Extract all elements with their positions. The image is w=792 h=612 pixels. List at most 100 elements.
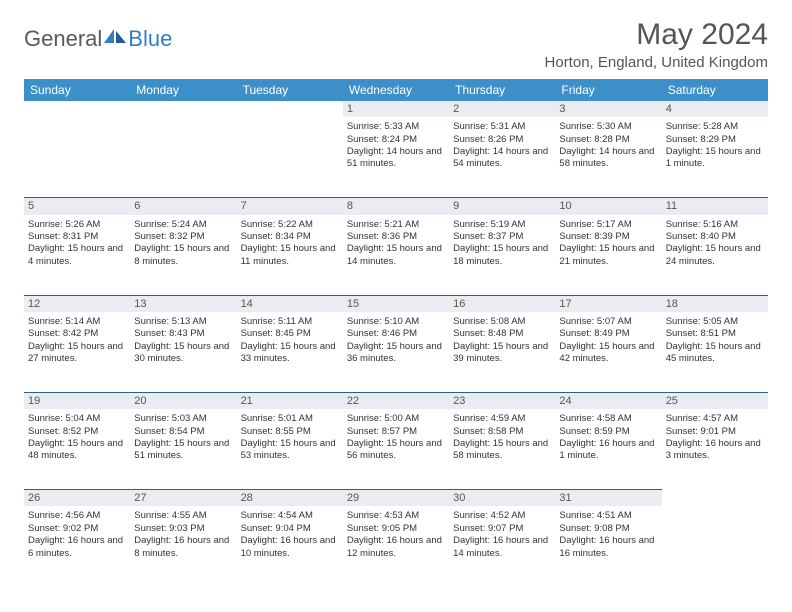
sunrise-line: Sunrise: 4:51 AM [559,510,657,522]
calendar-day-cell: 8 Sunrise: 5:21 AMSunset: 8:36 PMDaylight… [343,197,449,294]
sunset-line: Sunset: 8:51 PM [666,328,764,340]
weekday-header-row: SundayMondayTuesdayWednesdayThursdayFrid… [24,79,768,101]
day-info: Sunrise: 5:26 AMSunset: 8:31 PMDaylight:… [24,217,130,295]
day-info: Sunrise: 5:11 AMSunset: 8:45 PMDaylight:… [237,314,343,392]
brand-logo: General Blue [24,26,172,52]
day-number: 24 [555,392,661,409]
day-number [662,489,768,506]
sunset-line: Sunset: 8:48 PM [453,328,551,340]
sunset-line: Sunset: 8:29 PM [666,134,764,146]
calendar-day-cell: 28Sunrise: 4:54 AMSunset: 9:04 PMDayligh… [237,489,343,586]
weekday-header: Wednesday [343,79,449,101]
day-number: 23 [449,392,555,409]
sunset-line: Sunset: 8:39 PM [559,231,657,243]
weekday-header: Sunday [24,79,130,101]
sunset-line: Sunset: 9:03 PM [134,523,232,535]
day-number: 15 [343,295,449,312]
calendar-day-cell: 15Sunrise: 5:10 AMSunset: 8:46 PMDayligh… [343,295,449,392]
sunrise-line: Sunrise: 4:59 AM [453,413,551,425]
day-info: Sunrise: 5:13 AMSunset: 8:43 PMDaylight:… [130,314,236,392]
sunrise-line: Sunrise: 5:22 AM [241,219,339,231]
daylight-line: Daylight: 15 hours and 27 minutes. [28,341,126,366]
sunrise-line: Sunrise: 5:13 AM [134,316,232,328]
day-info: Sunrise: 4:55 AMSunset: 9:03 PMDaylight:… [130,508,236,586]
calendar-day-cell: 4 Sunrise: 5:28 AMSunset: 8:29 PMDaylight… [662,101,768,197]
calendar-day-cell: 31Sunrise: 4:51 AMSunset: 9:08 PMDayligh… [555,489,661,586]
daylight-line: Daylight: 16 hours and 3 minutes. [666,438,764,463]
sunrise-line: Sunrise: 5:11 AM [241,316,339,328]
daylight-line: Daylight: 15 hours and 8 minutes. [134,243,232,268]
day-info: Sunrise: 5:21 AMSunset: 8:36 PMDaylight:… [343,217,449,295]
calendar-day-cell: 18 Sunrise: 5:05 AMSunset: 8:51 PMDayligh… [662,295,768,392]
sunset-line: Sunset: 9:07 PM [453,523,551,535]
day-number: 16 [449,295,555,312]
calendar-day-cell: 27 Sunrise: 4:55 AMSunset: 9:03 PMDayligh… [130,489,236,586]
calendar-day-cell: 22 Sunrise: 5:00 AMSunset: 8:57 PMDayligh… [343,392,449,489]
sunset-line: Sunset: 8:24 PM [347,134,445,146]
calendar-day-cell: 1Sunrise: 5:33 AMSunset: 8:24 PMDaylight… [343,101,449,197]
day-number: 14 [237,295,343,312]
month-title: May 2024 [545,18,768,52]
calendar-day-cell: 30Sunrise: 4:52 AMSunset: 9:07 PMDayligh… [449,489,555,586]
sunrise-line: Sunrise: 4:52 AM [453,510,551,522]
day-number: 17 [555,295,661,312]
sunset-line: Sunset: 9:05 PM [347,523,445,535]
day-number: 3 [555,101,661,117]
sunset-line: Sunset: 8:31 PM [28,231,126,243]
sunset-line: Sunset: 8:43 PM [134,328,232,340]
sunset-line: Sunset: 8:32 PM [134,231,232,243]
daylight-line: Daylight: 15 hours and 14 minutes. [347,243,445,268]
day-info: Sunrise: 4:52 AMSunset: 9:07 PMDaylight:… [449,508,555,586]
daylight-line: Daylight: 16 hours and 6 minutes. [28,535,126,560]
calendar-table: SundayMondayTuesdayWednesdayThursdayFrid… [24,79,768,586]
calendar-day-cell: 11Sunrise: 5:16 AMSunset: 8:40 PMDayligh… [662,197,768,294]
day-info [662,508,768,586]
sunset-line: Sunset: 8:26 PM [453,134,551,146]
calendar-week-row: 26Sunrise: 4:56 AMSunset: 9:02 PMDayligh… [24,489,768,586]
calendar-day-cell: 10Sunrise: 5:17 AMSunset: 8:39 PMDayligh… [555,197,661,294]
location-text: Horton, England, United Kingdom [545,54,768,71]
calendar-day-cell: 16 Sunrise: 5:08 AMSunset: 8:48 PMDayligh… [449,295,555,392]
day-number: 18 [662,295,768,312]
day-number: 9 [449,197,555,214]
calendar-day-cell: 19Sunrise: 5:04 AMSunset: 8:52 PMDayligh… [24,392,130,489]
daylight-line: Daylight: 15 hours and 56 minutes. [347,438,445,463]
day-info: Sunrise: 5:00 AMSunset: 8:57 PMDaylight:… [343,411,449,489]
sunrise-line: Sunrise: 5:14 AM [28,316,126,328]
sunset-line: Sunset: 8:34 PM [241,231,339,243]
daylight-line: Daylight: 15 hours and 42 minutes. [559,341,657,366]
day-number [237,101,343,117]
day-info: Sunrise: 5:08 AMSunset: 8:48 PMDaylight:… [449,314,555,392]
sunset-line: Sunset: 9:04 PM [241,523,339,535]
day-info: Sunrise: 5:31 AMSunset: 8:26 PMDaylight:… [449,119,555,197]
day-info: Sunrise: 5:28 AMSunset: 8:29 PMDaylight:… [662,119,768,197]
daylight-line: Daylight: 14 hours and 51 minutes. [347,146,445,171]
calendar-day-cell: 26Sunrise: 4:56 AMSunset: 9:02 PMDayligh… [24,489,130,586]
sunrise-line: Sunrise: 5:10 AM [347,316,445,328]
day-number: 8 [343,197,449,214]
calendar-day-cell [237,101,343,197]
day-info: Sunrise: 5:16 AMSunset: 8:40 PMDaylight:… [662,217,768,295]
sunrise-line: Sunrise: 4:56 AM [28,510,126,522]
day-number: 2 [449,101,555,117]
weekday-header: Monday [130,79,236,101]
sunrise-line: Sunrise: 5:05 AM [666,316,764,328]
sunrise-line: Sunrise: 5:16 AM [666,219,764,231]
day-number: 31 [555,489,661,506]
sunrise-line: Sunrise: 4:54 AM [241,510,339,522]
daylight-line: Daylight: 15 hours and 24 minutes. [666,243,764,268]
weekday-header: Tuesday [237,79,343,101]
day-info [130,119,236,197]
day-info: Sunrise: 5:30 AMSunset: 8:28 PMDaylight:… [555,119,661,197]
calendar-day-cell: 24Sunrise: 4:58 AMSunset: 8:59 PMDayligh… [555,392,661,489]
calendar-day-cell [662,489,768,586]
day-number: 4 [662,101,768,117]
day-info: Sunrise: 5:22 AMSunset: 8:34 PMDaylight:… [237,217,343,295]
sunset-line: Sunset: 8:36 PM [347,231,445,243]
day-info: Sunrise: 4:57 AMSunset: 9:01 PMDaylight:… [662,411,768,489]
day-info: Sunrise: 5:24 AMSunset: 8:32 PMDaylight:… [130,217,236,295]
day-number: 22 [343,392,449,409]
sunset-line: Sunset: 8:45 PM [241,328,339,340]
day-number: 27 [130,489,236,506]
daylight-line: Daylight: 15 hours and 45 minutes. [666,341,764,366]
